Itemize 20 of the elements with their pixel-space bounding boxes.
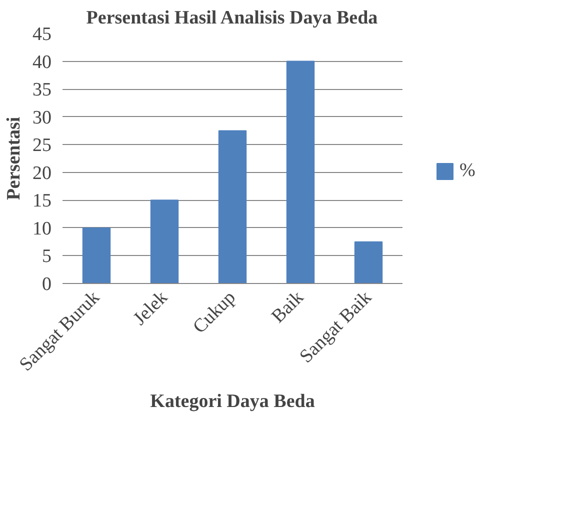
x-tick-label: Baik xyxy=(268,286,308,328)
bar xyxy=(218,130,247,284)
bar xyxy=(150,200,179,284)
y-tick-label: 5 xyxy=(42,246,52,268)
chart-title: Persentasi Hasil Analisis Daya Beda xyxy=(86,8,378,28)
bar xyxy=(82,227,111,284)
bar xyxy=(286,60,315,284)
y-tick-label: 0 xyxy=(42,274,52,295)
y-tick-label: 15 xyxy=(32,190,52,212)
y-tick-label: 40 xyxy=(32,52,52,73)
y-tick-label: 45 xyxy=(32,24,52,45)
bar xyxy=(354,241,383,284)
y-tick-label: 25 xyxy=(32,135,52,156)
y-tick-label: 10 xyxy=(32,218,52,240)
y-tick-label: 20 xyxy=(32,162,52,184)
x-axis-title: Kategori Daya Beda xyxy=(150,390,316,412)
y-tick-label: 30 xyxy=(32,107,52,128)
legend-label: % xyxy=(460,160,476,182)
y-tick-label: 35 xyxy=(32,80,52,101)
y-axis-title: Persentasi xyxy=(4,116,24,200)
